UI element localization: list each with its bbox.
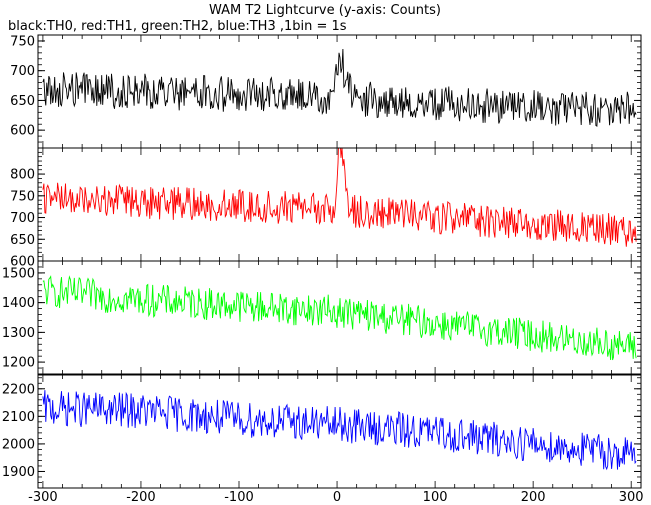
ytick-label: 800 xyxy=(10,168,35,183)
ytick-label: 1500 xyxy=(2,266,35,281)
ytick-label: 600 xyxy=(10,255,35,270)
xtick-label: -200 xyxy=(126,490,156,505)
panel-TH3-frame xyxy=(37,374,642,489)
series-TH1-line xyxy=(42,148,637,247)
xtick-label: 100 xyxy=(423,490,448,505)
panel-TH1: 600 650 700 750 800 xyxy=(10,147,642,270)
series-TH3-line xyxy=(42,390,637,471)
panel-TH2: 1200 1300 1400 1500 xyxy=(2,260,642,375)
ytick-label: 650 xyxy=(10,233,35,248)
ytick-label: 1300 xyxy=(2,326,35,341)
chart-title: WAM T2 Lightcurve (y-axis: Counts) xyxy=(209,3,441,18)
ytick-label: 700 xyxy=(10,211,35,226)
ytick-label: 1200 xyxy=(2,356,35,371)
panel-TH0: 600 650 700 750 xyxy=(10,34,642,149)
ytick-label: 600 xyxy=(10,124,35,139)
chart-subtitle: black:TH0, red:TH1, green:TH2, blue:TH3 … xyxy=(8,19,347,34)
xtick-label: -100 xyxy=(224,490,254,505)
panel-TH1-frame xyxy=(37,147,642,262)
ytick-label: 2100 xyxy=(2,410,35,425)
ytick-label: 750 xyxy=(10,189,35,204)
xtick-label: 200 xyxy=(521,490,546,505)
ytick-label: 700 xyxy=(10,64,35,79)
ytick-label: 2200 xyxy=(2,382,35,397)
panel-TH0-frame xyxy=(37,34,642,149)
xtick-label: -300 xyxy=(28,490,58,505)
ytick-label: 750 xyxy=(10,34,35,49)
series-TH0-line xyxy=(42,48,637,127)
series-TH2-line xyxy=(42,275,637,361)
xtick-label: 0 xyxy=(333,490,341,505)
panels: 6006507007506006507007508001200130014001… xyxy=(2,34,642,489)
ytick-label: 650 xyxy=(10,94,35,109)
ytick-label: 1900 xyxy=(2,465,35,480)
x-axis: -300 -200 -100 0 100 200 300 xyxy=(28,490,643,505)
panel-TH3: 1900 2000 2100 2200 xyxy=(2,374,642,489)
xtick-label: 300 xyxy=(619,490,644,505)
panel-TH2-frame xyxy=(37,260,642,375)
ytick-label: 2000 xyxy=(2,437,35,452)
ytick-label: 1400 xyxy=(2,296,35,311)
